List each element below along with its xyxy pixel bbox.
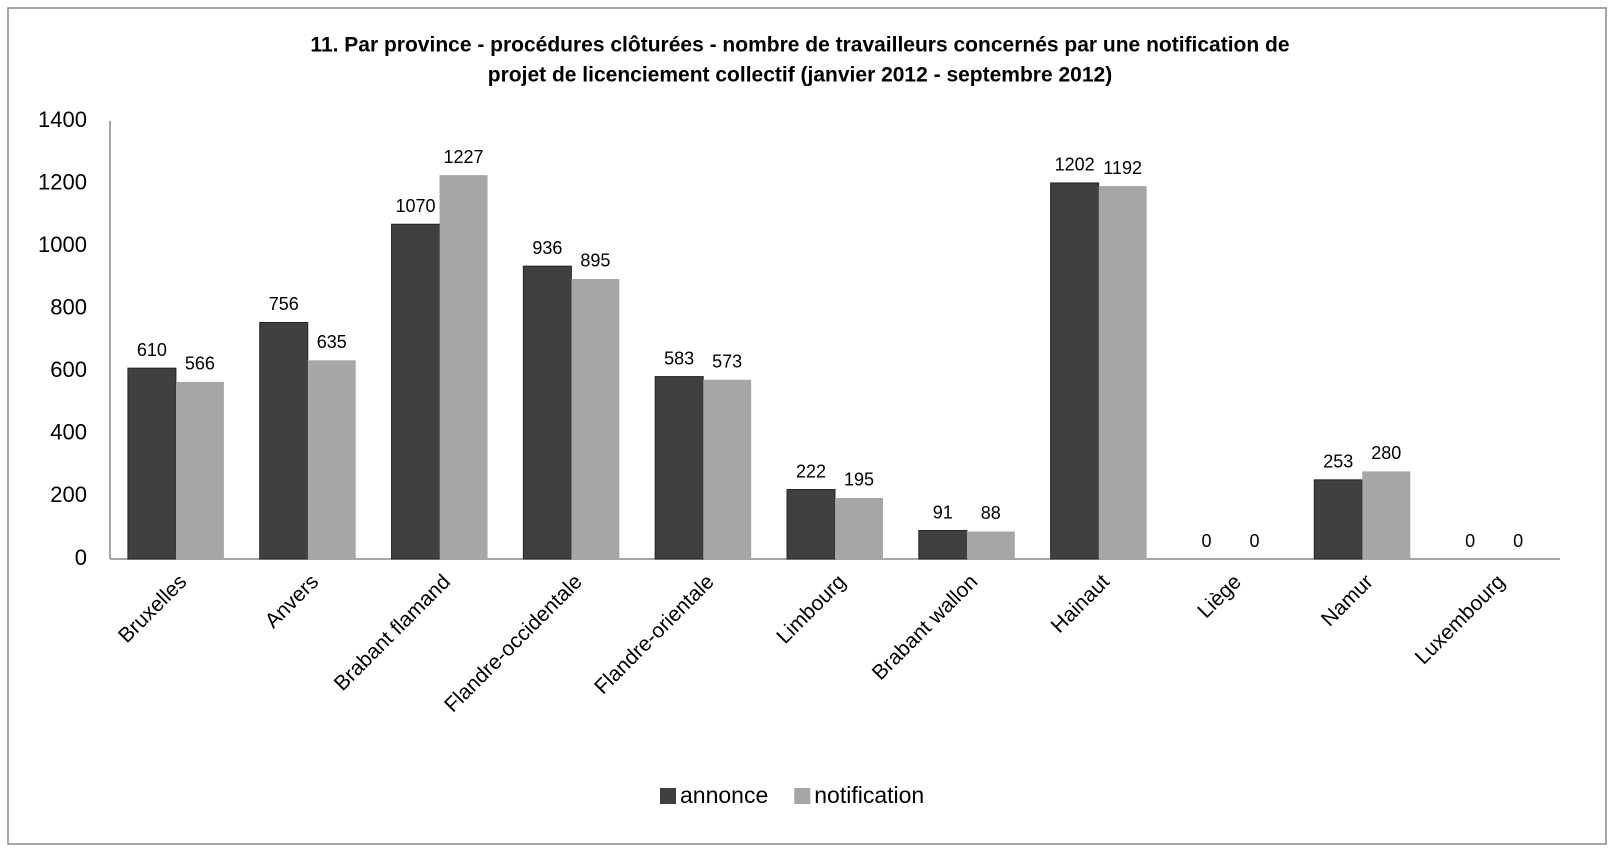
bar bbox=[175, 381, 224, 559]
data-label: 280 bbox=[1371, 443, 1401, 463]
data-label: 91 bbox=[933, 502, 953, 522]
bar bbox=[1313, 479, 1363, 560]
y-tick-label: 200 bbox=[50, 482, 87, 507]
bar bbox=[703, 379, 752, 559]
data-label: 1227 bbox=[444, 147, 484, 167]
data-label: 756 bbox=[269, 294, 299, 314]
data-label: 0 bbox=[1513, 531, 1523, 551]
bar bbox=[966, 531, 1015, 559]
legend-swatch bbox=[794, 788, 811, 804]
legend-swatch bbox=[660, 788, 676, 804]
data-label: 566 bbox=[185, 354, 215, 374]
data-label: 0 bbox=[1201, 531, 1211, 551]
data-label: 195 bbox=[844, 470, 874, 490]
bar bbox=[786, 489, 836, 560]
bar bbox=[835, 497, 883, 559]
data-label: 253 bbox=[1323, 452, 1353, 472]
y-tick-label: 1000 bbox=[38, 232, 87, 257]
data-label: 0 bbox=[1249, 531, 1259, 551]
data-label: 1070 bbox=[396, 196, 436, 216]
bar bbox=[571, 278, 620, 559]
bar bbox=[127, 367, 177, 560]
data-label: 610 bbox=[137, 340, 167, 360]
y-tick-label: 800 bbox=[50, 295, 87, 320]
legend-label: annonce bbox=[680, 782, 768, 808]
data-label: 635 bbox=[317, 332, 347, 352]
data-label: 1202 bbox=[1055, 155, 1095, 175]
data-label: 936 bbox=[532, 238, 562, 258]
bar bbox=[1050, 182, 1100, 560]
data-label: 222 bbox=[796, 461, 826, 481]
bar bbox=[522, 265, 572, 560]
bar bbox=[259, 321, 309, 560]
chart-title: 11. Par province - procédures clôturées … bbox=[310, 34, 1289, 57]
y-tick-label: 400 bbox=[50, 420, 87, 445]
data-label: 583 bbox=[664, 348, 694, 368]
y-tick-label: 1200 bbox=[38, 169, 87, 194]
y-tick-label: 0 bbox=[75, 545, 87, 570]
y-tick-label: 600 bbox=[50, 357, 87, 382]
data-label: 88 bbox=[981, 503, 1001, 523]
bar bbox=[391, 223, 441, 560]
data-label: 895 bbox=[580, 251, 610, 271]
bar bbox=[439, 175, 488, 560]
data-label: 0 bbox=[1465, 531, 1475, 551]
bar bbox=[307, 360, 356, 559]
data-label: 573 bbox=[712, 351, 742, 371]
chart-border bbox=[7, 7, 1607, 845]
bar bbox=[1362, 471, 1411, 559]
bar bbox=[918, 530, 968, 560]
legend-label: notification bbox=[814, 782, 924, 808]
bar bbox=[654, 376, 704, 560]
y-tick-label: 1400 bbox=[38, 107, 87, 132]
data-label: 1192 bbox=[1103, 158, 1142, 178]
bar bbox=[1098, 186, 1147, 559]
chart-title: projet de licenciement collectif (janvie… bbox=[488, 64, 1112, 87]
